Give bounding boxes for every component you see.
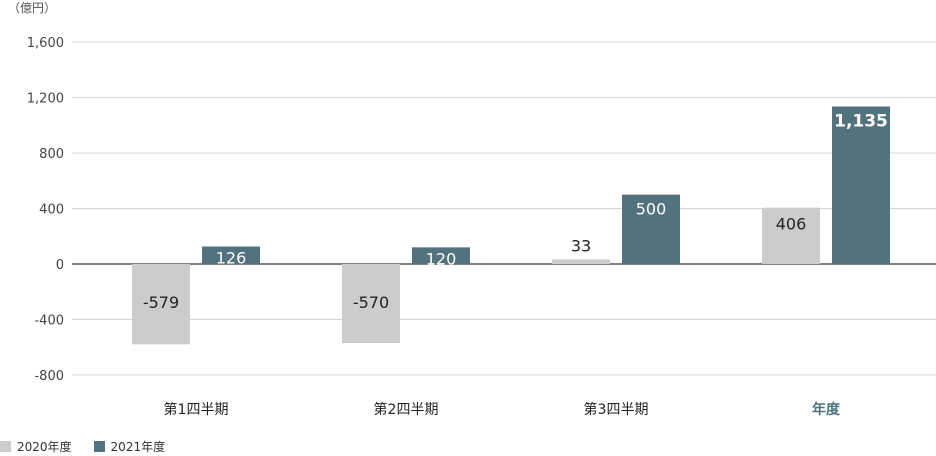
y-tick-label: 0	[56, 258, 64, 273]
legend-label-2020: 2020年度	[17, 440, 72, 454]
data-label: 126	[216, 249, 247, 268]
x-category-label: 第2四半期	[374, 401, 439, 418]
bar-2020-3	[762, 207, 820, 264]
y-tick-label: 1,200	[27, 92, 64, 107]
y-tick-label: -400	[34, 314, 64, 329]
bar-2020-1	[342, 264, 400, 344]
bars	[132, 106, 890, 345]
data-label: 500	[636, 200, 667, 219]
legend-label-2021: 2021年度	[110, 440, 166, 454]
bar-2021-2	[622, 194, 680, 264]
x-category-label: 第1四半期	[164, 401, 229, 418]
legend-item-2020: 2020年度	[0, 438, 72, 455]
bar-2021-0	[202, 246, 260, 264]
data-labels: -579 126 -570 120 33 500 406 1,135	[143, 112, 888, 312]
bar-2020-0	[132, 264, 190, 345]
y-tick-label: 400	[39, 203, 64, 218]
bar-2021-1	[412, 247, 470, 264]
x-category-label: 年度	[812, 401, 841, 418]
bar-2020-2	[552, 259, 610, 264]
data-label: 33	[571, 236, 591, 255]
y-tick-label: 1,600	[27, 36, 64, 51]
x-category-label: 第3四半期	[584, 401, 649, 418]
data-label: -570	[353, 293, 389, 312]
legend-item-2021: 2021年度	[93, 438, 166, 455]
unit-label: （億円）	[8, 1, 56, 15]
legend: 2020年度 2021年度	[0, 438, 187, 455]
bar-2021-3	[832, 106, 890, 264]
legend-swatch-2020	[0, 441, 11, 452]
data-label: -579	[143, 293, 179, 312]
y-tick-label: 800	[39, 147, 64, 162]
data-label: 406	[776, 215, 807, 234]
x-axis-categories: 第1四半期 第2四半期 第3四半期 年度	[164, 401, 841, 418]
data-label: 120	[426, 249, 457, 268]
y-axis-ticks: 1,600 1,200 800 400 0 -400 -800	[27, 36, 64, 384]
y-tick-label: -800	[34, 369, 64, 384]
legend-swatch-2021	[93, 441, 105, 452]
data-label: 1,135	[834, 112, 888, 132]
